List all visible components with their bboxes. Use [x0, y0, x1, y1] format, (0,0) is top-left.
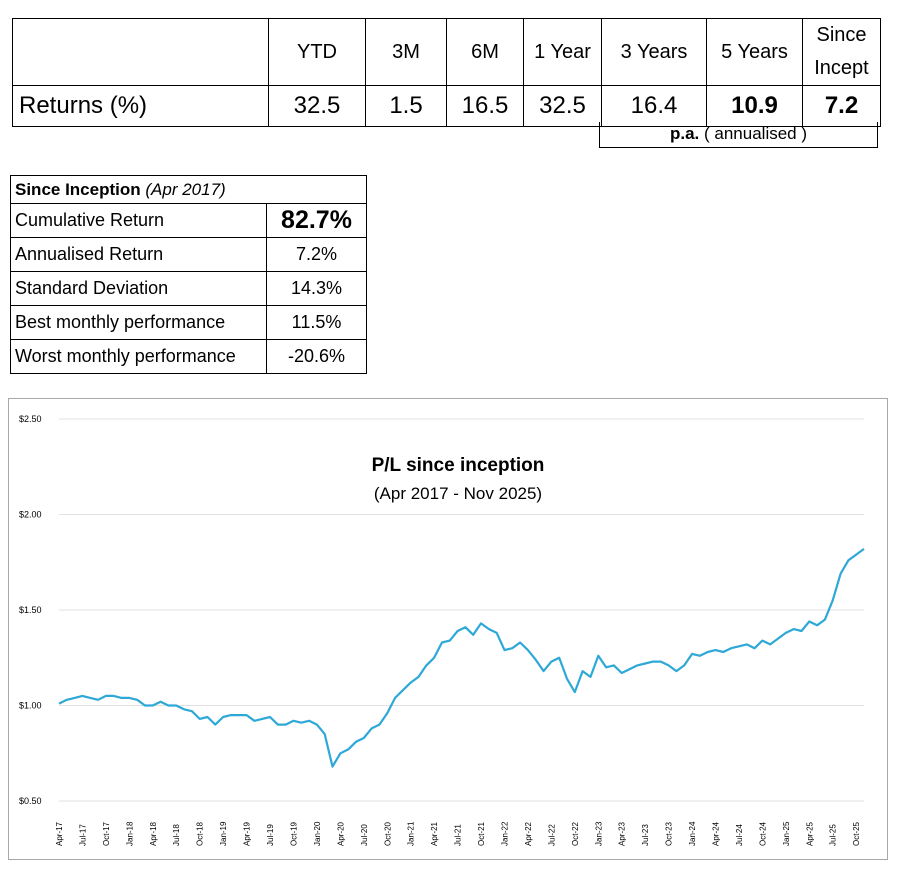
inception-table: Since Inception (Apr 2017) Cumulative Re…	[10, 175, 367, 374]
y-tick-label: $2.00	[19, 510, 42, 520]
inception-title-row: Since Inception (Apr 2017)	[10, 175, 367, 204]
pa-label: p.a.	[669, 124, 700, 143]
header-3m: 3M	[365, 18, 447, 86]
x-tick-label: Jan-19	[219, 821, 228, 846]
x-tick-label: Jan-23	[594, 821, 603, 846]
x-tick-label: Jan-24	[688, 821, 697, 846]
inception-row-value: 82.7%	[266, 203, 367, 238]
header-6m: 6M	[446, 18, 524, 86]
x-tick-label: Jan-20	[313, 821, 322, 846]
x-tick-label: Apr-21	[430, 821, 439, 846]
annualised-label: ( annualised )	[699, 124, 808, 143]
x-tick-label: Oct-24	[758, 821, 767, 846]
x-tick-label: Oct-20	[383, 821, 392, 846]
y-axis-ticks: $0.50 $1.00 $1.50 $2.00 $2.50	[19, 414, 42, 806]
inception-row-value: 11.5%	[266, 305, 367, 340]
x-tick-label: Oct-19	[289, 821, 298, 846]
pa-annualised-note: p.a. ( annualised )	[599, 122, 878, 148]
header-blank-cell	[12, 18, 269, 86]
x-tick-label: Jul-22	[547, 824, 556, 846]
returns-row-label: Returns (%)	[12, 85, 269, 127]
x-tick-label: Jul-19	[266, 824, 275, 846]
x-tick-label: Apr-22	[524, 821, 533, 846]
x-tick-label: Oct-23	[665, 821, 674, 846]
x-tick-label: Apr-18	[149, 821, 158, 846]
y-tick-label: $0.50	[19, 796, 42, 806]
x-tick-label: Oct-25	[852, 821, 861, 846]
returns-header-row: YTD 3M 6M 1 Year 3 Years 5 Years Since I…	[12, 18, 881, 86]
x-axis-ticks: Apr-17 Jul-17 Oct-17 Jan-18 Apr-18 Jul-18 Oct-…	[55, 821, 861, 846]
value-ytd: 32.5	[268, 85, 366, 127]
x-tick-label: Apr-23	[618, 821, 627, 846]
inception-title: Since Inception (Apr 2017)	[10, 175, 367, 204]
value-3m: 1.5	[365, 85, 447, 127]
x-tick-label: Oct-21	[477, 821, 486, 846]
header-since-incept: Since Incept	[802, 18, 881, 86]
x-tick-label: Jan-21	[407, 821, 416, 846]
inception-title-bold: Since Inception	[15, 179, 141, 199]
x-tick-label: Oct-17	[102, 821, 111, 846]
x-tick-label: Jul-21	[454, 824, 463, 846]
header-5-years: 5 Years	[706, 18, 803, 86]
inception-title-date: (Apr 2017)	[140, 179, 226, 199]
x-tick-label: Jul-18	[172, 824, 181, 846]
value-5-years: 10.9	[706, 85, 803, 127]
x-tick-label: Jan-22	[500, 821, 509, 846]
y-tick-label: $1.00	[19, 701, 42, 711]
gridlines	[59, 418, 864, 802]
x-tick-label: Jan-18	[125, 821, 134, 846]
inception-row-label: Best monthly performance	[10, 305, 267, 340]
returns-table: YTD 3M 6M 1 Year 3 Years 5 Years Since I…	[12, 18, 881, 127]
x-tick-label: Apr-20	[336, 821, 345, 846]
returns-value-row: Returns (%) 32.5 1.5 16.5 32.5 16.4 10.9…	[12, 85, 881, 127]
inception-row: Standard Deviation 14.3%	[10, 271, 367, 306]
header-ytd: YTD	[268, 18, 366, 86]
x-tick-label: Apr-24	[712, 821, 721, 846]
x-tick-label: Jan-25	[782, 821, 791, 846]
inception-row: Best monthly performance 11.5%	[10, 305, 367, 340]
inception-row-label: Cumulative Return	[10, 203, 267, 238]
inception-row-label: Worst monthly performance	[10, 339, 267, 374]
value-1-year: 32.5	[523, 85, 602, 127]
header-1-year: 1 Year	[523, 18, 602, 86]
inception-row: Cumulative Return 82.7%	[10, 203, 367, 238]
x-tick-label: Jul-25	[829, 824, 838, 846]
x-tick-label: Jul-24	[735, 824, 744, 846]
value-since-incept: 7.2	[802, 85, 881, 127]
chart-subtitle: (Apr 2017 - Nov 2025)	[374, 484, 542, 503]
pl-series-line	[58, 548, 865, 768]
pl-chart-svg: $0.50 $1.00 $1.50 $2.00 $2.50 Apr-17 Jul-17 Oc…	[19, 414, 865, 846]
inception-row: Annualised Return 7.2%	[10, 237, 367, 272]
inception-row-label: Annualised Return	[10, 237, 267, 272]
x-tick-label: Apr-17	[55, 821, 64, 846]
chart-title: P/L since inception	[372, 455, 545, 476]
inception-row-value: 14.3%	[266, 271, 367, 306]
inception-row-value: -20.6%	[266, 339, 367, 374]
x-tick-label: Oct-18	[196, 821, 205, 846]
x-tick-label: Jul-23	[641, 824, 650, 846]
value-6m: 16.5	[446, 85, 524, 127]
inception-row-label: Standard Deviation	[10, 271, 267, 306]
header-3-years: 3 Years	[601, 18, 707, 86]
x-tick-label: Oct-22	[571, 821, 580, 846]
x-tick-label: Jul-17	[78, 824, 87, 846]
pl-chart: $0.50 $1.00 $1.50 $2.00 $2.50 Apr-17 Jul-17 Oc…	[8, 398, 888, 860]
value-3-years: 16.4	[601, 85, 707, 127]
inception-row: Worst monthly performance -20.6%	[10, 339, 367, 374]
y-tick-label: $2.50	[19, 414, 42, 424]
x-tick-label: Apr-19	[243, 821, 252, 846]
inception-row-value: 7.2%	[266, 237, 367, 272]
x-tick-label: Apr-25	[805, 821, 814, 846]
y-tick-label: $1.50	[19, 605, 42, 615]
x-tick-label: Jul-20	[360, 824, 369, 846]
